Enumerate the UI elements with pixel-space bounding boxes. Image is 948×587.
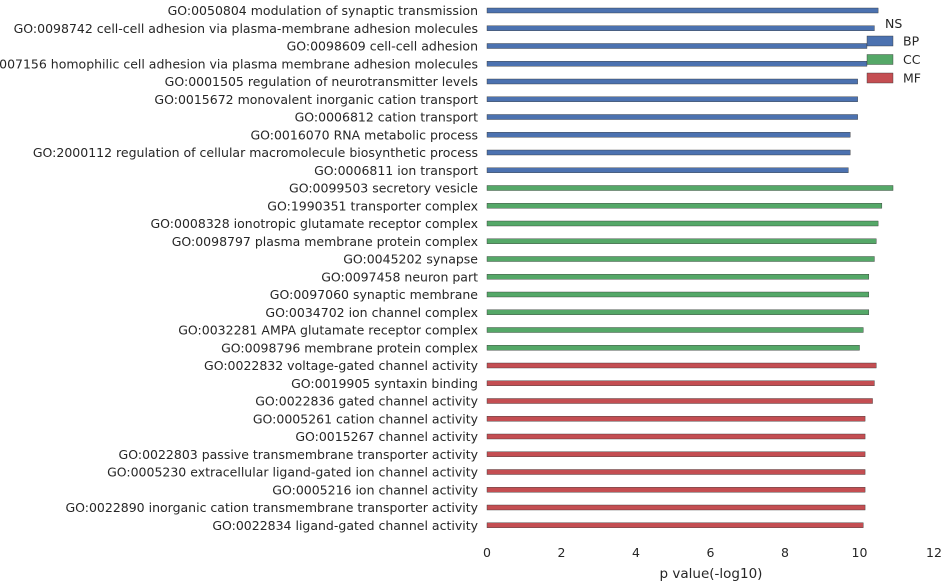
category-label: GO:0050804 modulation of synaptic transm…: [168, 3, 478, 18]
bar-cc: [487, 257, 874, 262]
x-tick-label: 8: [781, 545, 789, 560]
category-label: GO:0005216 ion channel activity: [272, 482, 478, 497]
legend-swatch-bp: [867, 36, 893, 46]
category-label: GO:0005261 cation channel activity: [253, 411, 479, 426]
x-tick-label: 12: [926, 545, 942, 560]
category-label: GO:0098742 cell-cell adhesion via plasma…: [14, 21, 478, 36]
category-label: GO:0034702 ion channel complex: [265, 305, 478, 320]
category-label: GO:0097060 synaptic membrane: [270, 287, 479, 302]
bar-mf: [487, 416, 865, 421]
bar-bp: [487, 150, 850, 155]
bar-bp: [487, 79, 858, 84]
bar-mf: [487, 523, 863, 528]
bar-mf: [487, 505, 865, 510]
bar-cc: [487, 203, 882, 208]
bar-cc: [487, 345, 860, 350]
bar-cc: [487, 239, 876, 244]
category-label: GO:0016070 RNA metabolic process: [250, 127, 478, 142]
bar-bp: [487, 115, 858, 120]
category-label: GO:2000112 regulation of cellular macrom…: [33, 145, 478, 160]
category-label: GO:1990351 transporter complex: [267, 198, 478, 213]
category-label: GO:0015267 channel activity: [295, 429, 478, 444]
x-tick-label: 10: [852, 545, 868, 560]
category-label: GO:0005230 extracellular ligand-gated io…: [107, 465, 479, 480]
category-label: GO:0019905 syntaxin binding: [291, 376, 478, 391]
category-label: GO:0006811 ion transport: [314, 163, 478, 178]
legend-label-mf: MF: [903, 71, 921, 86]
category-label: GO:0045202 synapse: [343, 252, 478, 267]
category-label: GO:0098796 membrane protein complex: [221, 340, 478, 355]
bar-mf: [487, 381, 874, 386]
bar-mf: [487, 399, 873, 404]
category-label: GO:0007156 homophilic cell adhesion via …: [0, 56, 478, 71]
category-label: GO:0008328 ionotropic glutamate receptor…: [151, 216, 479, 231]
category-label: GO:0022890 inorganic cation transmembran…: [65, 500, 478, 515]
go-enrichment-bar-chart: GO:0050804 modulation of synaptic transm…: [0, 0, 948, 587]
bar-cc: [487, 221, 878, 226]
bar-mf: [487, 470, 865, 475]
x-tick-label: 2: [558, 545, 566, 560]
category-label: GO:0022836 gated channel activity: [255, 394, 478, 409]
legend-label-bp: BP: [903, 34, 920, 49]
bar-bp: [487, 61, 867, 66]
x-axis-title: p value(-log10): [660, 566, 763, 582]
category-label: GO:0022803 passive transmembrane transpo…: [119, 447, 479, 462]
bar-bp: [487, 97, 858, 102]
bar-cc: [487, 274, 869, 279]
bar-mf: [487, 363, 876, 368]
legend-swatch-mf: [867, 73, 893, 83]
category-label: GO:0022832 voltage-gated channel activit…: [204, 358, 479, 373]
bar-cc: [487, 328, 863, 333]
bar-bp: [487, 132, 850, 137]
bars-layer: [487, 8, 893, 528]
bar-bp: [487, 26, 874, 31]
category-label: GO:0098797 plasma membrane protein compl…: [172, 234, 478, 249]
bar-cc: [487, 186, 893, 191]
category-label: GO:0099503 secretory vesicle: [289, 181, 478, 196]
bar-mf: [487, 434, 865, 439]
x-tick-label: 4: [632, 545, 640, 560]
x-tick-label: 0: [483, 545, 491, 560]
bar-mf: [487, 487, 865, 492]
bar-mf: [487, 452, 865, 457]
category-label: GO:0097458 neuron part: [321, 269, 478, 284]
legend-swatch-cc: [867, 55, 893, 65]
category-label: GO:0015672 monovalent inorganic cation t…: [154, 92, 478, 107]
bar-bp: [487, 44, 867, 49]
legend-label-cc: CC: [903, 52, 921, 67]
bar-cc: [487, 310, 869, 315]
x-axis: 0 2 4 6 8 10 12: [483, 545, 942, 560]
category-label: GO:0022834 ligand-gated channel activity: [212, 518, 478, 533]
category-label: GO:0006812 cation transport: [295, 110, 478, 125]
category-labels-layer: GO:0050804 modulation of synaptic transm…: [0, 3, 479, 533]
category-label: GO:0001505 regulation of neurotransmitte…: [165, 74, 478, 89]
category-label: GO:0032281 AMPA glutamate receptor compl…: [178, 323, 478, 338]
legend-title: NS: [885, 16, 902, 31]
category-label: GO:0098609 cell-cell adhesion: [287, 39, 478, 54]
x-tick-label: 6: [707, 545, 715, 560]
bar-bp: [487, 8, 878, 13]
bar-cc: [487, 292, 869, 297]
bar-bp: [487, 168, 848, 173]
legend: NS BP CC MF: [867, 16, 921, 86]
